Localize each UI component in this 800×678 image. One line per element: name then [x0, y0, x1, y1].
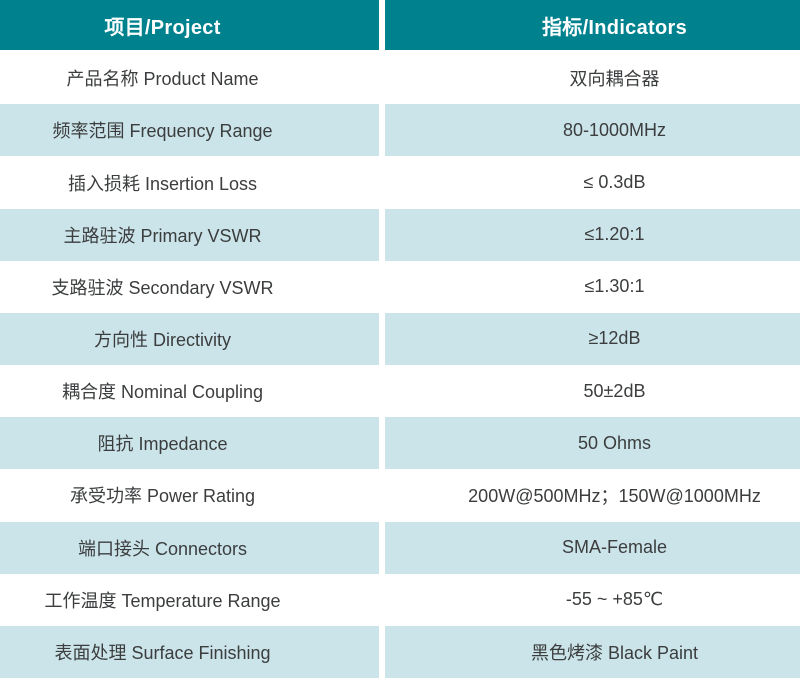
project-cell: 表面处理 Surface Finishing — [0, 625, 379, 678]
project-label: 承受功率 Power Rating — [69, 486, 256, 507]
table-row: 插入损耗 Insertion Loss ≤ 0.3dB — [0, 156, 800, 209]
table-row: 支路驻波 Secondary VSWR ≤1.30:1 — [0, 260, 800, 313]
table-row: 端口接头 Connectors SMA-Female — [0, 521, 800, 574]
project-cell: 阻抗 Impedance — [0, 417, 379, 470]
project-label: 端口接头 Connectors — [77, 538, 248, 559]
project-label: 频率范围 Frequency Range — [52, 121, 273, 142]
table-header-row: 项目/Project 指标/Indicators — [0, 0, 800, 53]
project-label: 支路驻波 Secondary VSWR — [51, 277, 274, 298]
table-row: 阻抗 Impedance 50 Ohms — [0, 417, 800, 470]
indicator-value: ≥12dB — [588, 328, 641, 349]
project-label: 工作温度 Temperature Range — [44, 590, 281, 611]
header-cell-project: 项目/Project — [0, 0, 379, 51]
indicator-value: ≤ 0.3dB — [583, 172, 646, 193]
indicator-cell: 50±2dB — [385, 365, 800, 418]
project-cell: 耦合度 Nominal Coupling — [0, 365, 379, 418]
indicator-cell: ≤ 0.3dB — [385, 156, 800, 209]
indicator-value: ≤1.30:1 — [584, 276, 645, 297]
indicator-cell: 50 Ohms — [385, 417, 800, 470]
header-indicators-label: 指标/Indicators — [541, 16, 688, 39]
indicator-cell: ≤1.20:1 — [385, 208, 800, 261]
project-cell: 插入损耗 Insertion Loss — [0, 156, 379, 209]
indicator-value: 50±2dB — [583, 380, 646, 401]
indicator-value: 双向耦合器 — [569, 69, 660, 90]
table-row: 频率范围 Frequency Range 80-1000MHz — [0, 104, 800, 157]
table-row: 表面处理 Surface Finishing 黑色烤漆 Black Paint — [0, 625, 800, 678]
project-cell: 产品名称 Product Name — [0, 52, 379, 105]
project-cell: 方向性 Directivity — [0, 312, 379, 366]
indicator-cell: 双向耦合器 — [385, 52, 800, 105]
project-label: 耦合度 Nominal Coupling — [61, 382, 264, 403]
indicator-cell: 黑色烤漆 Black Paint — [385, 625, 800, 678]
indicator-value: SMA-Female — [561, 537, 668, 558]
project-cell: 端口接头 Connectors — [0, 521, 379, 574]
indicator-value: 200W@500MHz；150W@1000MHz — [468, 486, 761, 507]
project-cell: 频率范围 Frequency Range — [0, 104, 379, 157]
project-label: 主路驻波 Primary VSWR — [63, 225, 262, 246]
indicator-cell: ≤1.30:1 — [385, 260, 800, 313]
project-cell: 工作温度 Temperature Range — [0, 573, 379, 626]
project-label: 方向性 Directivity — [93, 329, 231, 350]
project-label: 插入损耗 Insertion Loss — [67, 173, 258, 194]
indicator-value: 80-1000MHz — [562, 119, 667, 140]
table-row: 承受功率 Power Rating 200W@500MHz；150W@1000M… — [0, 469, 800, 522]
table-row: 方向性 Directivity ≥12dB — [0, 312, 800, 366]
project-cell: 主路驻波 Primary VSWR — [0, 208, 379, 261]
project-label: 阻抗 Impedance — [97, 434, 228, 455]
table-row: 耦合度 Nominal Coupling 50±2dB — [0, 365, 800, 418]
indicator-value: 50 Ohms — [577, 432, 652, 453]
header-cell-indicators: 指标/Indicators — [385, 0, 800, 51]
project-cell: 承受功率 Power Rating — [0, 469, 379, 522]
indicator-value: -55 ~ +85℃ — [565, 589, 664, 610]
project-label: 表面处理 Surface Finishing — [54, 642, 271, 663]
indicator-cell: 200W@500MHz；150W@1000MHz — [385, 469, 800, 522]
indicator-value: ≤1.20:1 — [584, 224, 645, 245]
header-project-label: 项目/Project — [104, 16, 221, 39]
project-label: 产品名称 Product Name — [66, 69, 259, 90]
table-row: 主路驻波 Primary VSWR ≤1.20:1 — [0, 208, 800, 261]
indicator-cell: -55 ~ +85℃ — [385, 573, 800, 626]
project-cell: 支路驻波 Secondary VSWR — [0, 260, 379, 313]
indicator-cell: ≥12dB — [385, 312, 800, 366]
table-row: 工作温度 Temperature Range -55 ~ +85℃ — [0, 573, 800, 626]
table-row: 产品名称 Product Name 双向耦合器 — [0, 52, 800, 105]
indicator-cell: 80-1000MHz — [385, 104, 800, 157]
indicator-cell: SMA-Female — [385, 521, 800, 574]
indicator-value: 黑色烤漆 Black Paint — [530, 642, 699, 663]
